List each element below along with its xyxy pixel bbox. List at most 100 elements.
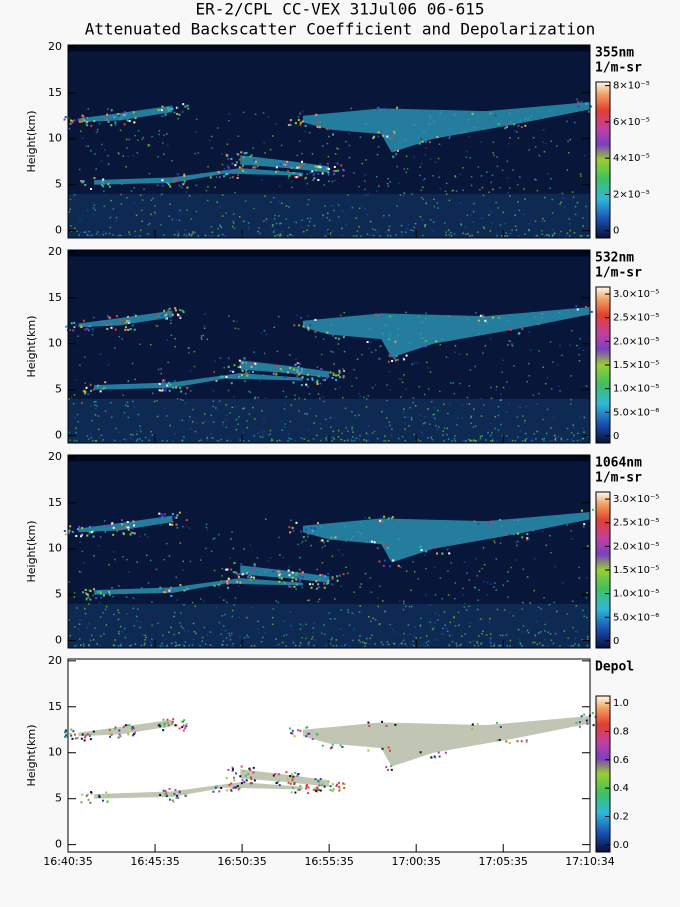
cloud-speck [80,737,83,740]
noise-speck [378,623,381,626]
subtitle: Attenuated Backscatter Coefficient and D… [85,20,596,39]
cloud-speck [335,374,338,377]
cloud-speck [300,384,303,387]
noise-speck [111,586,113,589]
cloud-speck [111,522,114,525]
cloud-speck [291,779,294,782]
noise-speck [261,410,263,412]
cloud-speck [276,365,279,368]
noise-speck [200,338,203,341]
cloud-speck [166,718,169,721]
noise-speck [87,108,90,110]
cloud-speck [243,781,246,784]
noise-speck [424,421,426,424]
noise-speck [340,609,343,611]
noise-speck [275,222,278,225]
noise-speck [524,432,527,435]
cloud-speck [342,168,345,171]
cloud-speck [319,778,322,781]
noise-speck [307,439,310,442]
cloud-speck [504,127,507,130]
cloud-speck [100,183,103,186]
noise-speck [96,231,99,233]
cloud-speck [420,549,423,552]
noise-speck [74,227,76,229]
noise-speck [248,440,250,442]
noise-speck [120,644,122,647]
noise-speck [273,197,275,199]
noise-speck [87,234,89,236]
cloud-speck [105,791,108,794]
noise-speck [328,135,330,138]
noise-speck [197,235,200,237]
noise-speck [534,235,537,237]
noise-speck [224,630,227,632]
cloud-speck [287,162,290,165]
noise-speck [99,644,101,647]
noise-speck [491,431,493,434]
noise-speck [319,423,321,425]
noise-speck [382,600,384,602]
noise-speck [342,634,345,636]
cloud-speck [394,359,397,362]
colorbar-tick-label: 3.0×10⁻⁵ [613,289,659,300]
cloud-speck [387,110,390,113]
noise-speck [215,606,218,609]
noise-speck [578,577,581,579]
noise-speck [210,234,213,237]
noise-speck [574,121,576,124]
noise-speck [429,371,432,373]
noise-speck [108,563,110,566]
noise-speck [105,232,107,235]
cloud-speck [253,166,256,169]
noise-speck [468,403,471,405]
noise-speck [568,218,570,220]
noise-speck [306,182,308,185]
noise-speck [94,439,97,442]
cloud-speck [81,793,84,796]
noise-speck [380,641,383,644]
noise-speck [448,231,451,233]
noise-speck [479,188,481,191]
noise-speck [439,390,441,393]
noise-speck [79,644,82,647]
noise-speck [448,137,450,140]
noise-speck [73,194,76,196]
noise-speck [330,426,332,428]
cloud-speck [252,567,255,570]
cloud-speck [114,726,117,729]
noise-speck [277,233,279,236]
cloud-speck [81,114,84,117]
cloud-speck [89,526,92,529]
noise-speck [94,414,97,416]
y-tick-label: 0 [55,634,62,647]
noise-speck [257,628,260,631]
noise-speck [212,400,215,402]
cloud-speck [85,592,88,595]
noise-speck [343,439,346,442]
noise-speck [454,440,457,442]
cloud-speck [314,330,317,333]
noise-speck [203,325,206,327]
noise-speck [327,212,329,215]
noise-speck [543,597,545,599]
noise-speck [283,634,285,637]
cloud-speck [505,740,508,743]
cloud-speck [106,592,109,595]
noise-speck [155,324,157,327]
cloud-speck [181,726,184,729]
cloud-speck [300,164,303,167]
cloud-speck [160,513,163,516]
noise-speck [390,434,393,436]
noise-speck [587,636,589,638]
noise-speck [87,438,90,441]
cloud-speck [233,779,236,782]
cloud-speck [71,121,74,124]
noise-speck [76,440,78,442]
noise-speck [412,560,414,563]
noise-speck [454,345,457,347]
noise-speck [510,232,512,235]
noise-speck [518,639,521,641]
noise-speck [429,621,431,623]
noise-speck [583,416,586,419]
